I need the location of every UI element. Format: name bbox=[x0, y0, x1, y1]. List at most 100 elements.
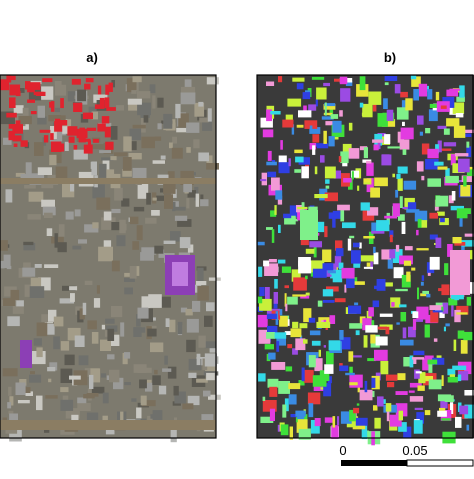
panel-label: b) bbox=[384, 50, 396, 65]
segment bbox=[329, 340, 341, 350]
segment bbox=[304, 370, 314, 383]
segment bbox=[258, 297, 262, 304]
segment bbox=[323, 300, 335, 303]
roof bbox=[175, 216, 187, 221]
segment bbox=[416, 371, 422, 373]
roof bbox=[75, 336, 85, 348]
roof bbox=[54, 317, 64, 327]
segment bbox=[413, 319, 416, 330]
segment bbox=[436, 196, 448, 207]
segment bbox=[332, 218, 335, 227]
segment bbox=[374, 252, 379, 264]
segment bbox=[373, 405, 378, 410]
vegetation bbox=[42, 78, 52, 82]
segment bbox=[300, 210, 318, 240]
vegetation bbox=[83, 113, 93, 120]
segment bbox=[312, 145, 315, 155]
segment bbox=[280, 309, 283, 315]
roof bbox=[138, 308, 149, 319]
roof bbox=[47, 367, 55, 371]
segment bbox=[349, 123, 353, 131]
segment bbox=[260, 179, 266, 181]
segment bbox=[420, 132, 423, 136]
roof bbox=[111, 222, 119, 230]
segment bbox=[404, 261, 411, 266]
segment bbox=[396, 245, 399, 252]
roof bbox=[78, 239, 87, 243]
segment bbox=[364, 147, 368, 158]
segment bbox=[402, 122, 405, 126]
roof bbox=[22, 268, 35, 277]
roof bbox=[35, 264, 42, 268]
segment bbox=[385, 76, 398, 81]
segment bbox=[414, 370, 420, 379]
segment bbox=[463, 332, 473, 340]
scale-label: 0.05 bbox=[402, 443, 427, 458]
vegetation bbox=[93, 139, 99, 143]
segment bbox=[322, 250, 331, 263]
roof bbox=[196, 379, 208, 383]
segment bbox=[340, 209, 344, 222]
segment bbox=[325, 167, 336, 179]
segment bbox=[371, 231, 384, 234]
roof bbox=[133, 125, 146, 129]
roof bbox=[193, 139, 199, 148]
segment bbox=[414, 420, 423, 434]
segment bbox=[356, 330, 360, 335]
roof bbox=[56, 167, 68, 180]
vegetation bbox=[102, 116, 110, 123]
vegetation bbox=[79, 135, 86, 142]
vegetation bbox=[100, 98, 105, 105]
roof bbox=[55, 108, 60, 112]
segment bbox=[416, 230, 419, 235]
segment bbox=[323, 83, 330, 86]
segment bbox=[387, 410, 390, 421]
segment bbox=[388, 146, 401, 148]
roof bbox=[169, 143, 173, 149]
segment bbox=[455, 153, 469, 156]
segment bbox=[271, 178, 280, 191]
roof bbox=[9, 411, 14, 414]
roof bbox=[147, 329, 156, 337]
segment bbox=[282, 120, 293, 128]
segment bbox=[297, 83, 304, 89]
roof bbox=[111, 126, 118, 140]
roof bbox=[97, 285, 100, 294]
roof bbox=[204, 316, 213, 327]
segment bbox=[268, 151, 272, 161]
roof bbox=[207, 77, 219, 84]
segment bbox=[306, 293, 310, 296]
roof bbox=[128, 104, 138, 110]
roof bbox=[65, 142, 69, 151]
roof bbox=[8, 387, 11, 396]
roof bbox=[16, 300, 24, 306]
roof bbox=[153, 410, 163, 421]
vegetation bbox=[40, 130, 51, 133]
vegetation bbox=[84, 84, 90, 90]
roof bbox=[59, 224, 65, 237]
roof bbox=[183, 183, 192, 193]
segment bbox=[268, 379, 279, 388]
roof bbox=[18, 400, 30, 403]
segment bbox=[458, 375, 461, 382]
roof bbox=[0, 240, 8, 251]
segment bbox=[427, 89, 432, 99]
segment bbox=[271, 362, 285, 370]
vegetation bbox=[51, 142, 61, 153]
roof bbox=[198, 102, 203, 107]
segment bbox=[448, 377, 458, 383]
roof bbox=[199, 118, 209, 123]
segment bbox=[452, 366, 466, 371]
segment bbox=[294, 150, 302, 154]
roof bbox=[210, 348, 217, 353]
roof bbox=[75, 209, 81, 216]
segment bbox=[415, 408, 423, 410]
segment bbox=[390, 235, 393, 242]
roof bbox=[132, 241, 139, 250]
segment bbox=[339, 156, 342, 162]
roof bbox=[47, 228, 53, 236]
roof bbox=[100, 340, 111, 351]
segment bbox=[366, 163, 373, 176]
vegetation bbox=[98, 86, 101, 95]
